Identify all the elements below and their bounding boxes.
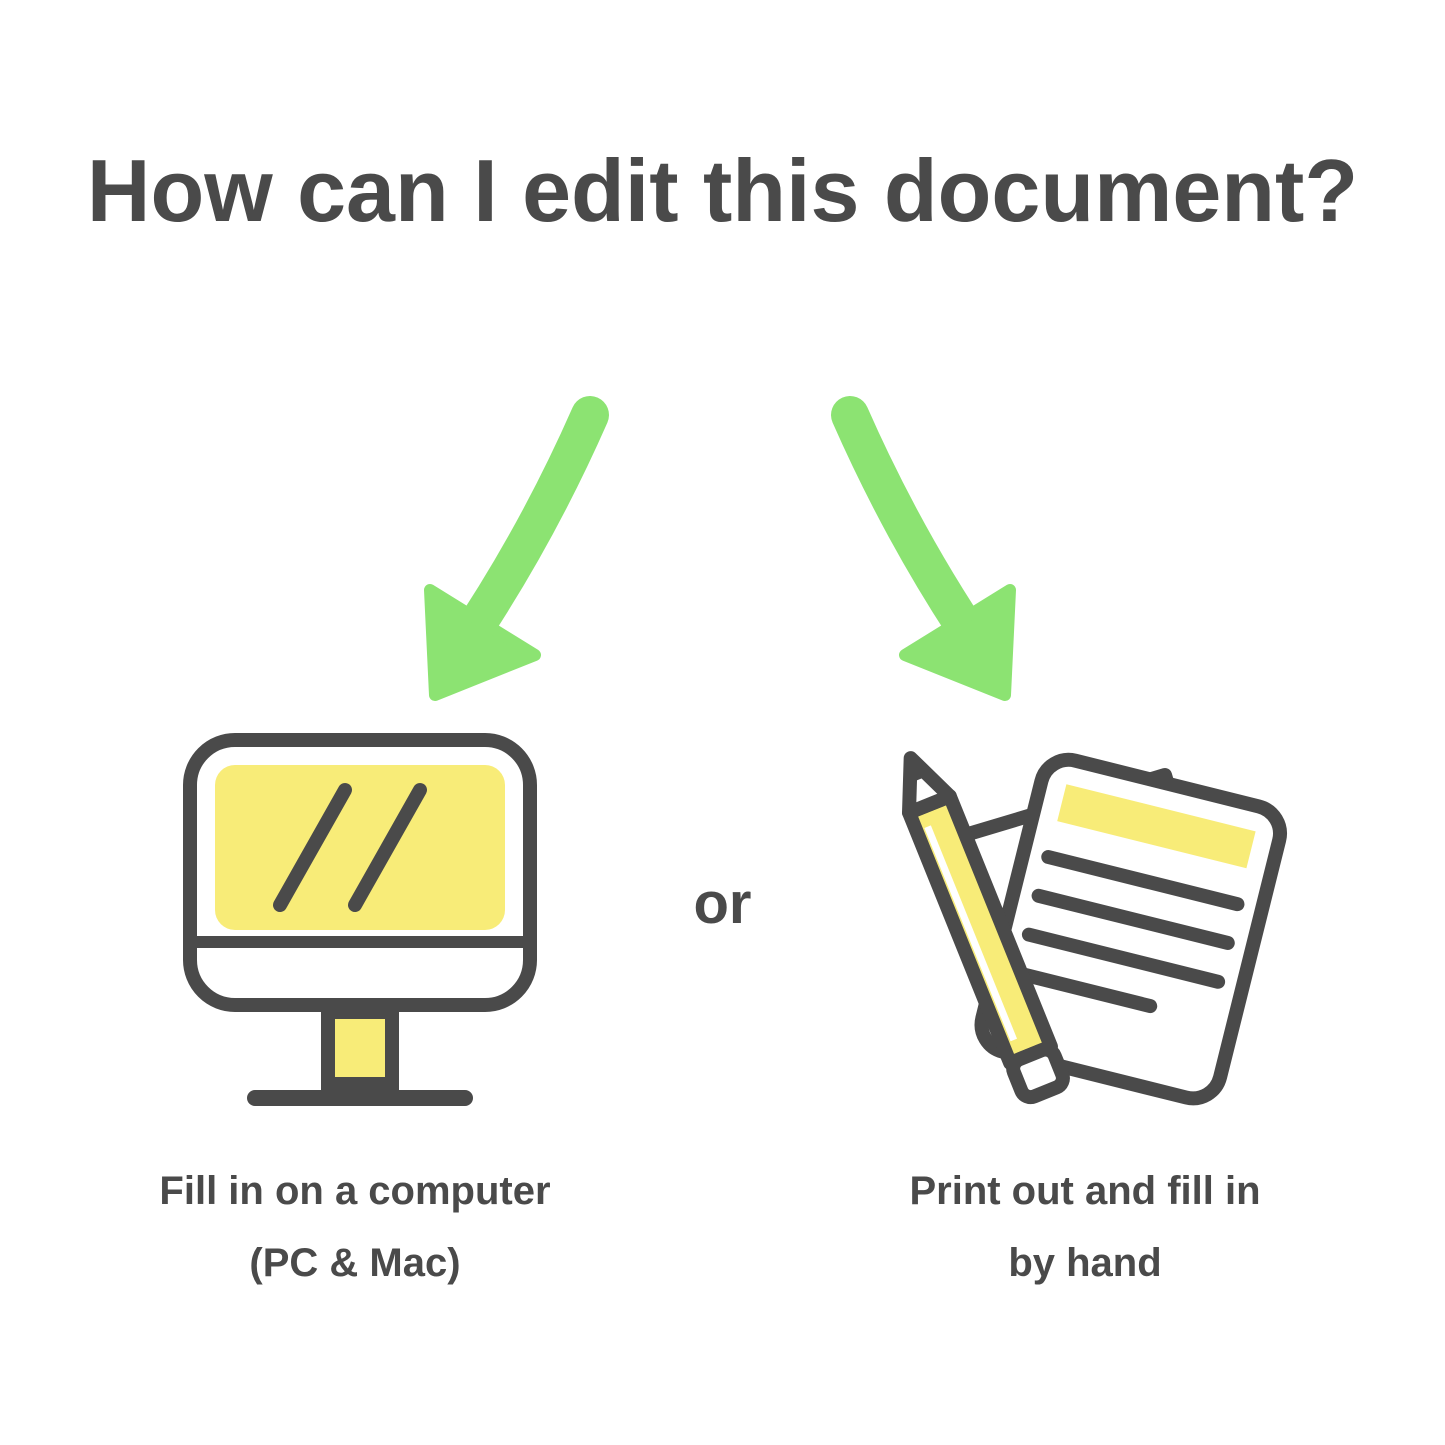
- computer-monitor-icon: [170, 720, 550, 1125]
- caption-computer-line1: Fill in on a computer: [95, 1155, 615, 1227]
- caption-computer: Fill in on a computer (PC & Mac): [95, 1155, 615, 1299]
- arrow-right-icon: [815, 390, 1045, 725]
- caption-computer-line2: (PC & Mac): [95, 1227, 615, 1299]
- caption-print: Print out and fill in by hand: [835, 1155, 1335, 1299]
- caption-print-line2: by hand: [835, 1227, 1335, 1299]
- infographic-title: How can I edit this document?: [0, 140, 1445, 241]
- caption-print-line1: Print out and fill in: [835, 1155, 1335, 1227]
- arrow-left-icon: [395, 390, 625, 725]
- paper-pencil-icon: [870, 720, 1300, 1145]
